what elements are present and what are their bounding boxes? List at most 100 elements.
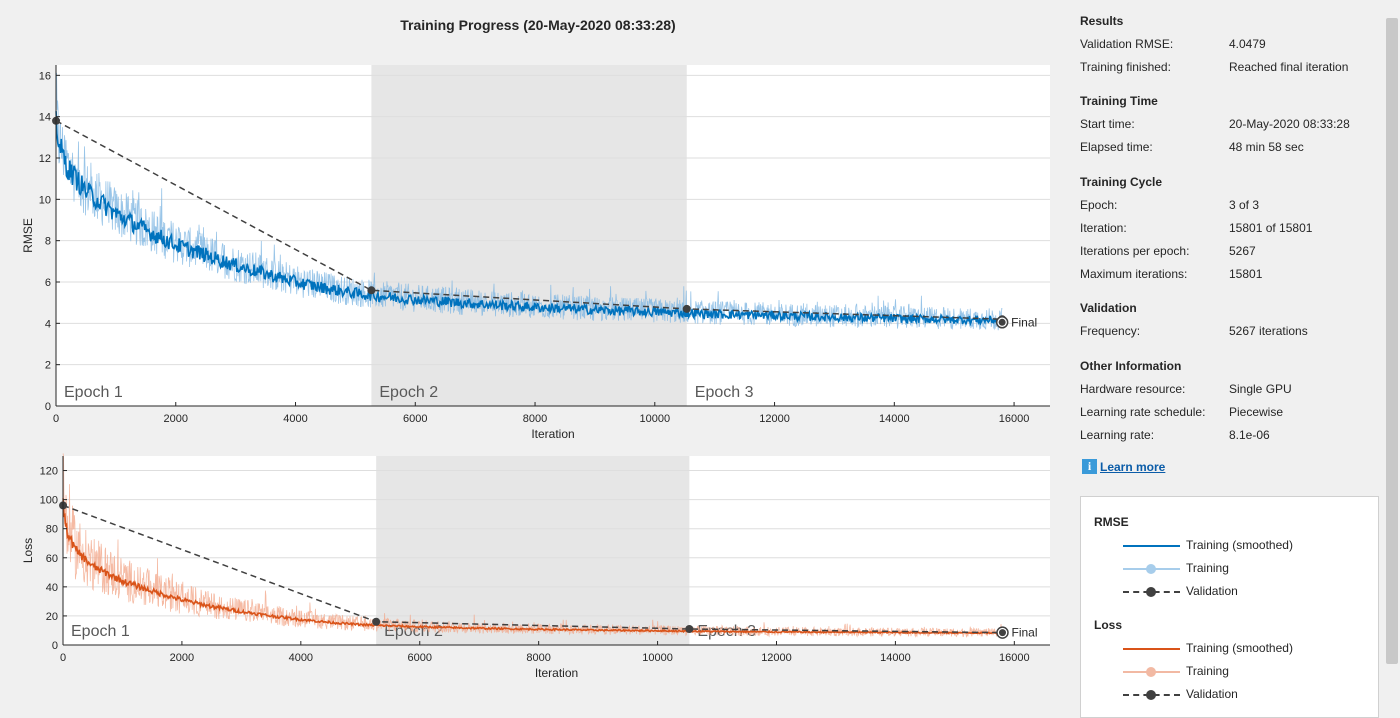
vertical-scrollbar[interactable]	[1384, 0, 1400, 700]
y-tick-label: 6	[45, 277, 51, 289]
info-icon: i	[1082, 459, 1097, 474]
y-tick-label: 2	[45, 360, 51, 372]
x-tick-label: 2000	[164, 413, 188, 425]
x-tick-label: 8000	[523, 413, 547, 425]
info-label: Learning rate:	[1080, 428, 1155, 442]
final-marker-dot	[998, 318, 1006, 326]
legend-label: Validation	[1186, 687, 1238, 701]
validation-point	[685, 625, 694, 634]
final-marker-dot	[998, 629, 1006, 637]
legend-panel: RMSE Training (smoothed) Training Validatio…	[1080, 496, 1379, 718]
x-tick-label: 12000	[761, 652, 792, 664]
y-tick-label: 60	[46, 553, 58, 565]
info-label: Start time:	[1080, 117, 1135, 131]
info-value: 4.0479	[1229, 37, 1266, 51]
info-value: 5267 iterations	[1229, 324, 1308, 338]
y-tick-label: 8	[45, 236, 51, 248]
info-value: 15801 of 15801	[1229, 221, 1313, 235]
validation-line	[62, 504, 1003, 634]
section-title: Results	[1080, 14, 1124, 28]
training-plots: Epoch 1 Epoch 2 Epoch 3Final02468101214160…	[21, 65, 1050, 680]
validation-point	[367, 286, 376, 295]
legend-label: Training	[1186, 561, 1229, 575]
x-tick-label: 6000	[408, 652, 432, 664]
info-value: 3 of 3	[1229, 198, 1260, 212]
x-axis-label: Iteration	[531, 427, 574, 441]
info-value: 8.1e-06	[1229, 428, 1270, 442]
legend-label: Validation	[1186, 584, 1238, 598]
y-tick-label: 12	[39, 153, 51, 165]
legend-label: Training (smoothed)	[1186, 641, 1293, 655]
y-tick-label: 40	[46, 582, 58, 594]
info-label: Maximum iterations:	[1080, 267, 1188, 281]
info-label: Learning rate schedule:	[1080, 405, 1206, 419]
info-value: 15801	[1229, 267, 1263, 281]
plot-loss: Epoch 1 Epoch 2 Epoch 3 Final02040608010012…	[21, 453, 1050, 680]
info-value: Reached final iteration	[1229, 60, 1349, 74]
legend-line-swatch	[1123, 545, 1180, 547]
legend-marker	[1146, 587, 1156, 597]
legend-group-title: Loss	[1094, 618, 1123, 632]
x-tick-label: 2000	[170, 652, 194, 664]
x-tick-label: 4000	[289, 652, 313, 664]
legend-group-title: RMSE	[1094, 515, 1129, 529]
info-label: Training finished:	[1080, 60, 1171, 74]
epoch-label: Epoch 2	[379, 384, 438, 401]
info-label: Frequency:	[1080, 324, 1141, 338]
section-title: Validation	[1080, 301, 1137, 315]
x-tick-label: 6000	[403, 413, 427, 425]
learn-more-link[interactable]: Learn more	[1100, 459, 1166, 474]
x-tick-label: 12000	[759, 413, 790, 425]
epoch-label: Epoch 3	[695, 384, 754, 401]
chart-area: Training Progress (20-May-2020 08:33:28)…	[21, 17, 1050, 680]
info-value: Piecewise	[1229, 405, 1284, 419]
x-tick-label: 14000	[879, 413, 910, 425]
x-tick-label: 10000	[642, 652, 673, 664]
info-label: Iterations per epoch:	[1080, 244, 1190, 258]
epoch-label: Epoch 1	[71, 623, 130, 640]
y-tick-label: 120	[40, 466, 58, 478]
y-axis-label: Loss	[21, 538, 35, 563]
section-title: Other Information	[1080, 359, 1182, 373]
validation-line	[55, 120, 1003, 320]
training-smoothed-line	[62, 498, 1003, 635]
legend-line-swatch	[1123, 648, 1180, 650]
info-label: Elapsed time:	[1080, 140, 1153, 154]
x-tick-label: 0	[53, 413, 59, 425]
scrollbar-thumb[interactable]	[1386, 18, 1398, 664]
final-label: Final	[1011, 315, 1037, 329]
legend-label: Training	[1186, 664, 1229, 678]
x-tick-label: 16000	[999, 652, 1030, 664]
legend-marker	[1146, 667, 1156, 677]
info-value: Single GPU	[1229, 382, 1292, 396]
epoch-shade	[376, 456, 690, 645]
x-tick-label: 8000	[526, 652, 550, 664]
y-tick-label: 10	[39, 194, 51, 206]
legend-marker	[1146, 564, 1156, 574]
info-label: Iteration:	[1080, 221, 1127, 235]
y-tick-label: 14	[39, 112, 51, 124]
info-value: 5267	[1229, 244, 1256, 258]
section-title: Training Time	[1080, 94, 1158, 108]
info-value: 20-May-2020 08:33:28	[1229, 117, 1350, 131]
info-label: Epoch:	[1080, 198, 1118, 212]
y-axis-label: RMSE	[21, 218, 35, 253]
x-tick-label: 0	[60, 652, 66, 664]
y-tick-label: 4	[45, 318, 51, 330]
x-tick-label: 14000	[880, 652, 911, 664]
epoch-label: Epoch 1	[64, 384, 123, 401]
learn-more-link-row[interactable]: i Learn more	[1082, 459, 1165, 474]
info-value: 48 min 58 sec	[1229, 140, 1304, 154]
legend-marker	[1146, 690, 1156, 700]
chart-title: Training Progress (20-May-2020 08:33:28)	[400, 17, 676, 33]
info-label: Hardware resource:	[1080, 382, 1186, 396]
validation-point	[372, 617, 381, 626]
y-tick-label: 0	[52, 640, 58, 652]
y-tick-label: 80	[46, 524, 58, 536]
epoch-shade	[371, 65, 687, 406]
plot-rmse: Epoch 1 Epoch 2 Epoch 3Final02468101214160…	[21, 65, 1050, 441]
validation-point	[682, 304, 691, 313]
x-axis-label: Iteration	[535, 666, 578, 680]
y-tick-label: 16	[39, 70, 51, 82]
y-tick-label: 100	[40, 495, 58, 507]
